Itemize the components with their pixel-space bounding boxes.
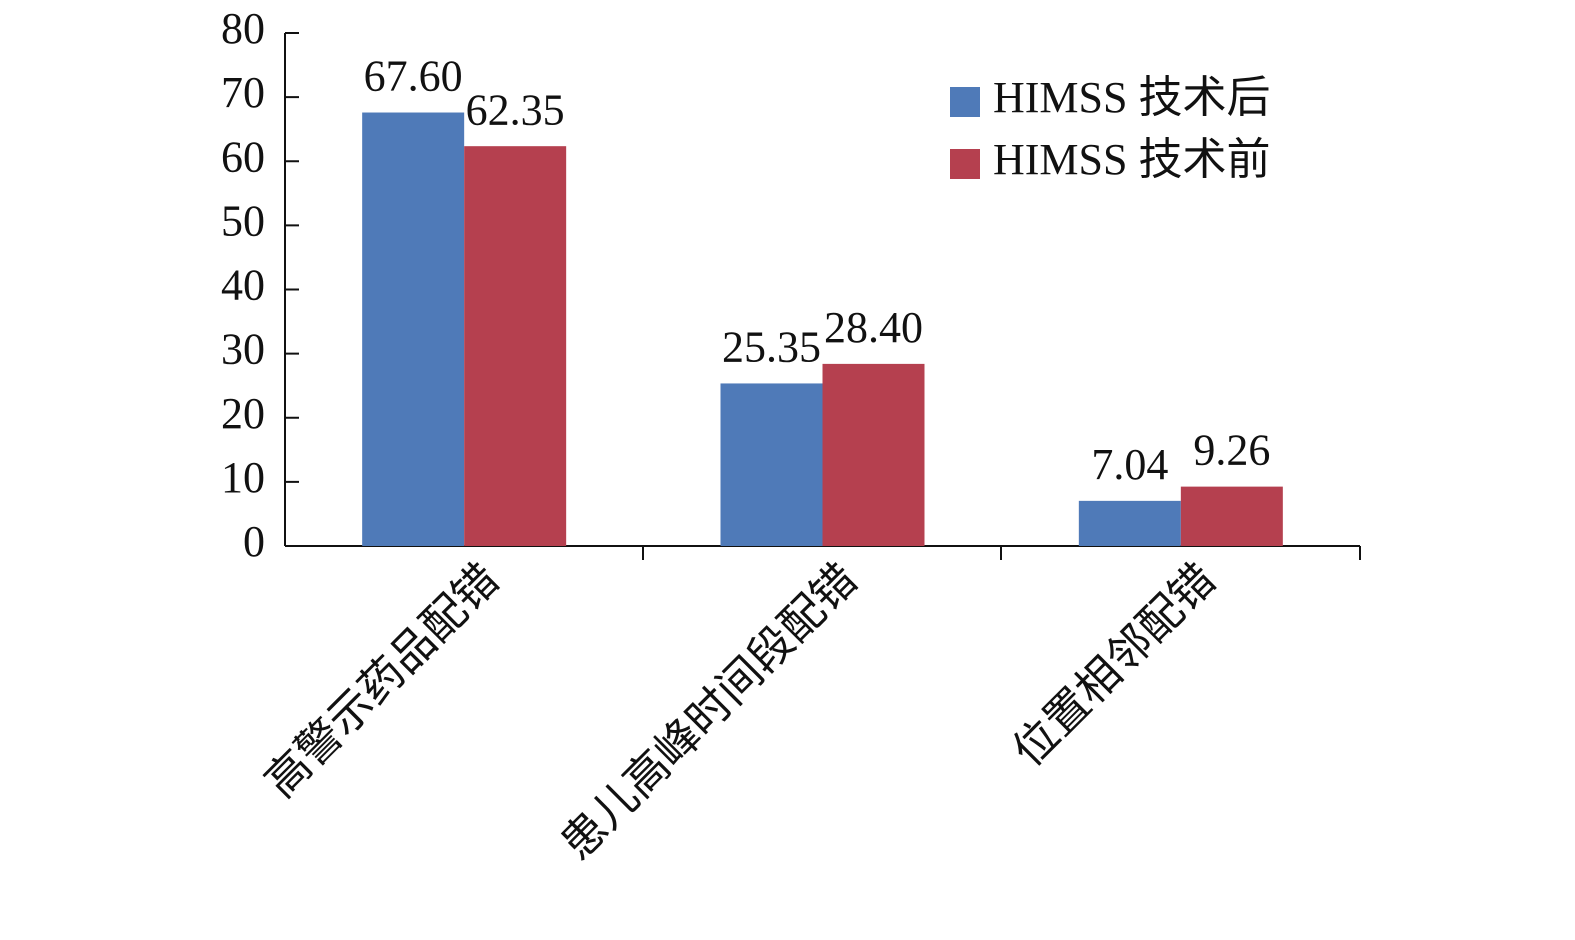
legend-label: HIMSS 技术后	[993, 73, 1271, 122]
value-label: 28.40	[824, 303, 923, 352]
y-tick-label: 60	[221, 132, 265, 181]
y-tick-label: 40	[221, 261, 265, 310]
bar	[720, 383, 823, 546]
value-label: 7.04	[1091, 440, 1168, 489]
value-label: 67.60	[364, 52, 463, 101]
x-tick-label: 位置相邻配错	[1004, 555, 1225, 776]
x-tick-label: 患儿高峰时间段配错	[552, 555, 867, 870]
x-tick-label: 高警示药品配错	[256, 555, 508, 807]
y-tick-label: 80	[221, 4, 265, 53]
legend-label: HIMSS 技术前	[993, 135, 1271, 184]
bar	[1180, 486, 1283, 546]
y-tick-label: 70	[221, 68, 265, 117]
legend-swatch	[950, 149, 980, 179]
value-label: 25.35	[722, 323, 821, 372]
y-tick-label: 0	[243, 517, 265, 566]
bar	[464, 146, 567, 547]
value-label: 9.26	[1193, 426, 1270, 475]
legend-swatch	[950, 87, 980, 117]
bar	[362, 112, 465, 546]
value-label: 62.35	[466, 85, 565, 134]
y-tick-label: 30	[221, 325, 265, 374]
y-tick-label: 20	[221, 389, 265, 438]
bar	[822, 363, 925, 546]
y-tick-label: 50	[221, 196, 265, 245]
bar	[1078, 500, 1181, 546]
y-tick-label: 10	[221, 453, 265, 502]
